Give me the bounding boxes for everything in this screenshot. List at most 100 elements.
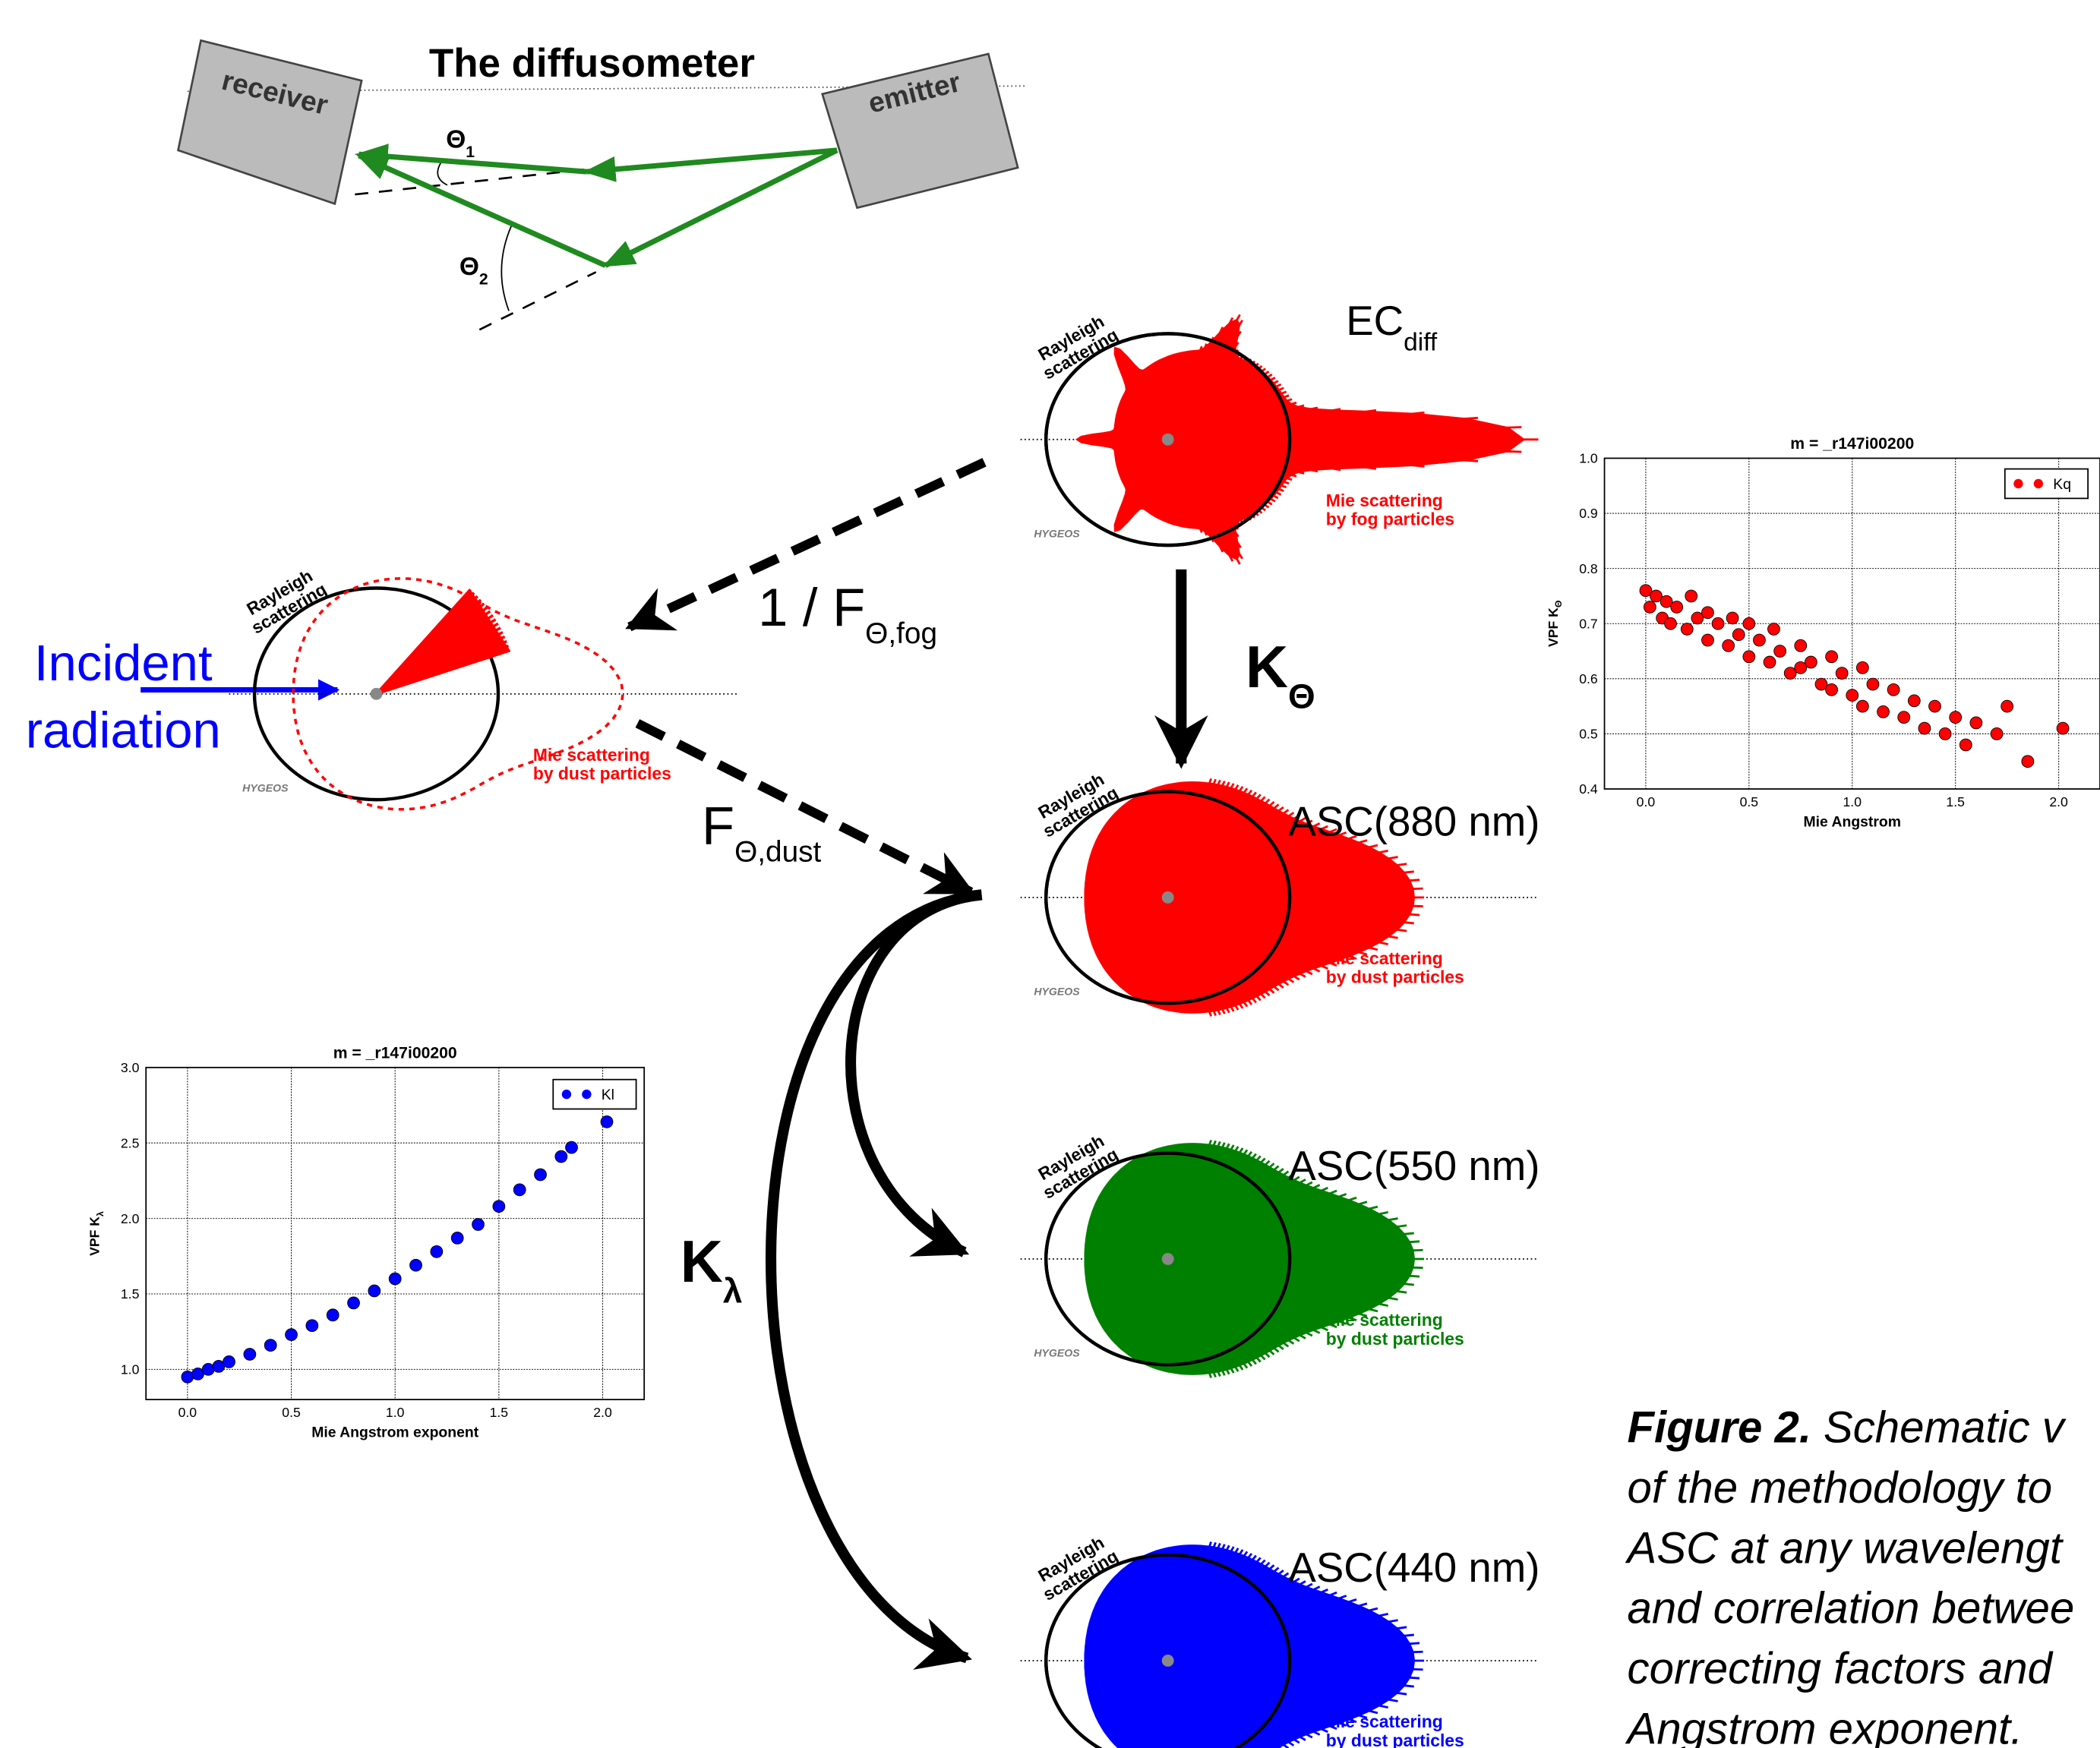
- point: [1795, 639, 1807, 652]
- point: [1754, 634, 1766, 646]
- factor-label-sub: Θ: [1288, 677, 1315, 716]
- y-axis-label: VPF Kλ: [87, 1211, 105, 1256]
- point: [1702, 607, 1714, 619]
- y-tick-label: 1.0: [121, 1362, 140, 1377]
- point: [1805, 656, 1817, 668]
- x-tick-label: 2.0: [2049, 794, 2068, 809]
- caption-label: Figure 2.: [1628, 1403, 1811, 1453]
- x-tick-label: 2.0: [593, 1405, 612, 1420]
- x-tick-label: 1.0: [1843, 794, 1862, 809]
- hygeos-label: HYGEOS: [1034, 1347, 1080, 1359]
- point: [472, 1219, 485, 1231]
- y-axis-label-main: VPF K: [1546, 607, 1561, 647]
- point: [2001, 700, 2013, 712]
- point: [1939, 727, 1951, 740]
- mie-label: by dust particles: [533, 764, 671, 784]
- center-dot: [1162, 434, 1174, 446]
- hygeos-label: HYGEOS: [1034, 986, 1080, 998]
- point: [601, 1115, 613, 1128]
- mie-label: Mie scattering: [533, 745, 650, 765]
- factor-label: Kλ: [681, 1229, 743, 1311]
- point: [2057, 722, 2069, 734]
- x-tick-label: 0.0: [178, 1405, 197, 1420]
- point: [431, 1245, 443, 1257]
- y-tick-label: 2.5: [121, 1135, 140, 1150]
- x-tick-label: 1.0: [386, 1405, 405, 1420]
- y-tick-label: 1.5: [121, 1286, 140, 1302]
- legend-marker: [582, 1090, 591, 1099]
- y-axis-label-sub: Θ: [1553, 600, 1564, 607]
- factor-label: KΘ: [1246, 635, 1315, 716]
- factor-label-main: F: [702, 795, 734, 855]
- caption-line: and correlation betwee: [1628, 1584, 2075, 1633]
- point: [1743, 617, 1755, 629]
- y-axis-label-main: VPF K: [87, 1216, 102, 1256]
- point: [1970, 717, 1982, 729]
- incident-label: Incident: [34, 635, 213, 692]
- point: [1929, 700, 1941, 712]
- legend-label: Kl: [602, 1087, 614, 1103]
- lobe-label-main: EC: [1346, 298, 1404, 344]
- theta-label-sub: 2: [479, 271, 488, 289]
- point: [451, 1232, 463, 1244]
- center-dot: [371, 688, 383, 700]
- angle-arc: [501, 226, 511, 311]
- factor-label-main: 1 / F: [758, 577, 865, 637]
- point: [1712, 617, 1724, 629]
- point: [1856, 661, 1868, 674]
- point: [410, 1259, 422, 1271]
- point: [1702, 634, 1714, 646]
- point: [1826, 683, 1838, 696]
- theta-label-main: Θ: [459, 253, 479, 281]
- point: [1671, 601, 1683, 614]
- point: [1726, 612, 1738, 624]
- point: [1887, 683, 1899, 696]
- y-tick-label: 0.5: [1579, 727, 1598, 742]
- factor-label-main: K: [1246, 635, 1288, 700]
- lobe-label-main: ASC(440 nm): [1288, 1544, 1539, 1591]
- x-tick-label: 0.5: [282, 1405, 301, 1420]
- point: [1732, 629, 1745, 641]
- theta-label-sub: 1: [466, 144, 475, 161]
- point: [1877, 705, 1890, 718]
- point: [1846, 689, 1858, 702]
- point: [1836, 667, 1848, 680]
- point: [368, 1285, 381, 1297]
- y-tick-label: 0.4: [1579, 781, 1598, 797]
- y-tick-label: 2.0: [121, 1211, 140, 1226]
- mie-label: Mie scattering: [1326, 948, 1443, 968]
- point: [535, 1169, 547, 1181]
- theta-label-main: Θ: [446, 125, 466, 153]
- factor-label-sub: Θ,fog: [865, 617, 937, 650]
- factor-label-sub: Θ,dust: [734, 836, 821, 869]
- y-tick-label: 1.0: [1579, 451, 1598, 466]
- point: [306, 1320, 318, 1332]
- figure: The diffusometerreceiveremitterΘ1Θ2Incid…: [0, 0, 2100, 1748]
- point: [566, 1141, 578, 1153]
- caption-line: Angstrom exponent.: [1625, 1704, 2023, 1748]
- diagram-title: The diffusometer: [429, 41, 755, 86]
- y-tick-label: 0.8: [1579, 561, 1598, 576]
- point: [264, 1339, 276, 1352]
- mie-label: Mie scattering: [1326, 1712, 1443, 1731]
- legend-marker: [2034, 479, 2043, 488]
- point: [348, 1297, 360, 1309]
- caption: Figure 2.Schematic vof the methodology t…: [1625, 1403, 2075, 1748]
- incident-label: radiation: [26, 702, 221, 759]
- legend-marker: [2013, 479, 2023, 488]
- caption-line: Schematic v: [1824, 1403, 2067, 1453]
- point: [1681, 623, 1693, 636]
- point: [555, 1150, 567, 1163]
- angle-arc: [437, 161, 447, 185]
- path-guide: [355, 150, 837, 266]
- y-tick-label: 0.6: [1579, 671, 1598, 686]
- point: [244, 1349, 256, 1361]
- mie-label: by fog particles: [1326, 510, 1454, 529]
- point: [223, 1356, 235, 1368]
- point: [1908, 695, 1920, 707]
- point: [389, 1273, 401, 1285]
- dashed-line: [479, 272, 595, 330]
- point: [1723, 639, 1735, 652]
- center-dot: [1162, 1253, 1174, 1265]
